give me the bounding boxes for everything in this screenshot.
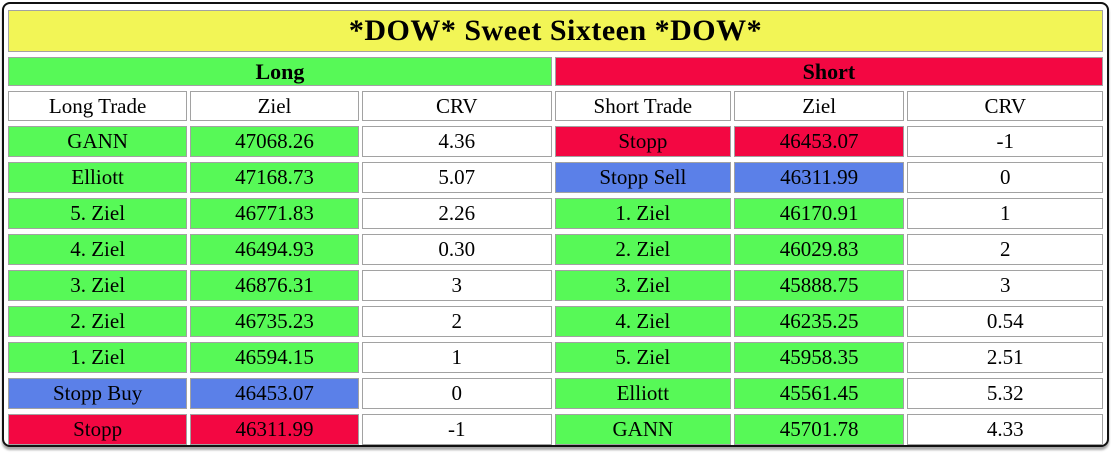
short-ziel-cell: 46453.07 bbox=[733, 126, 905, 157]
short-trade-cell: 2. Ziel bbox=[554, 234, 731, 265]
long-crv-cell: 2.26 bbox=[361, 198, 552, 229]
col-header-short-crv: CRV bbox=[907, 91, 1103, 121]
long-ziel-cell: 46735.23 bbox=[190, 306, 359, 337]
long-ziel-cell: 46494.93 bbox=[190, 234, 359, 265]
short-crv-cell: -1 bbox=[907, 126, 1103, 157]
table-row: 5. Ziel 46771.83 2.26 1. Ziel 46170.91 1 bbox=[8, 198, 1103, 229]
short-ziel-cell: 46235.25 bbox=[733, 306, 905, 337]
long-ziel-cell: 46771.83 bbox=[190, 198, 359, 229]
short-crv-cell: 1 bbox=[907, 198, 1103, 229]
long-trade-cell: Stopp bbox=[8, 414, 188, 445]
short-trade-cell: 3. Ziel bbox=[554, 270, 731, 301]
col-header-long-crv: CRV bbox=[361, 91, 552, 121]
short-ziel-cell: 46170.91 bbox=[733, 198, 905, 229]
long-ziel-cell: 47168.73 bbox=[190, 162, 359, 193]
short-trade-cell: 1. Ziel bbox=[554, 198, 731, 229]
dow-table-frame: *DOW* Sweet Sixteen *DOW* Long Short Lon… bbox=[2, 2, 1109, 447]
short-crv-cell: 5.32 bbox=[907, 378, 1103, 409]
long-crv-cell: 3 bbox=[361, 270, 552, 301]
long-crv-cell: 5.07 bbox=[361, 162, 552, 193]
short-trade-cell: 4. Ziel bbox=[554, 306, 731, 337]
long-trade-cell: Stopp Buy bbox=[8, 378, 188, 409]
table-row: 1. Ziel 46594.15 1 5. Ziel 45958.35 2.51 bbox=[8, 342, 1103, 373]
long-crv-cell: 0.30 bbox=[361, 234, 552, 265]
short-crv-cell: 4.33 bbox=[907, 414, 1103, 445]
short-trade-cell: Elliott bbox=[554, 378, 731, 409]
long-trade-cell: 3. Ziel bbox=[8, 270, 188, 301]
long-section-header: Long bbox=[8, 57, 552, 86]
table-row: 4. Ziel 46494.93 0.30 2. Ziel 46029.83 2 bbox=[8, 234, 1103, 265]
table-row: 2. Ziel 46735.23 2 4. Ziel 46235.25 0.54 bbox=[8, 306, 1103, 337]
table-row: GANN 47068.26 4.36 Stopp 46453.07 -1 bbox=[8, 126, 1103, 157]
short-trade-cell: Stopp bbox=[554, 126, 731, 157]
long-ziel-cell: 46876.31 bbox=[190, 270, 359, 301]
long-crv-cell: 2 bbox=[361, 306, 552, 337]
table-row: 3. Ziel 46876.31 3 3. Ziel 45888.75 3 bbox=[8, 270, 1103, 301]
title-row: *DOW* Sweet Sixteen *DOW* bbox=[8, 10, 1103, 52]
long-ziel-cell: 47068.26 bbox=[190, 126, 359, 157]
short-trade-cell: 5. Ziel bbox=[554, 342, 731, 373]
short-crv-cell: 2.51 bbox=[907, 342, 1103, 373]
short-ziel-cell: 46029.83 bbox=[733, 234, 905, 265]
short-section-header: Short bbox=[554, 57, 1103, 86]
long-ziel-cell: 46453.07 bbox=[190, 378, 359, 409]
short-ziel-cell: 45958.35 bbox=[733, 342, 905, 373]
col-header-long-ziel: Ziel bbox=[190, 91, 359, 121]
short-crv-cell: 0.54 bbox=[907, 306, 1103, 337]
long-crv-cell: 1 bbox=[361, 342, 552, 373]
column-header-row: Long Trade Ziel CRV Short Trade Ziel CRV bbox=[8, 91, 1103, 121]
short-ziel-cell: 45561.45 bbox=[733, 378, 905, 409]
short-crv-cell: 3 bbox=[907, 270, 1103, 301]
long-crv-cell: 0 bbox=[361, 378, 552, 409]
short-trade-cell: Stopp Sell bbox=[554, 162, 731, 193]
col-header-long-trade: Long Trade bbox=[8, 91, 188, 121]
long-crv-cell: 4.36 bbox=[361, 126, 552, 157]
long-crv-cell: -1 bbox=[361, 414, 552, 445]
short-ziel-cell: 46311.99 bbox=[733, 162, 905, 193]
short-crv-cell: 0 bbox=[907, 162, 1103, 193]
col-header-short-trade: Short Trade bbox=[554, 91, 731, 121]
long-ziel-cell: 46311.99 bbox=[190, 414, 359, 445]
table-row: Stopp 46311.99 -1 GANN 45701.78 4.33 bbox=[8, 414, 1103, 445]
short-trade-cell: GANN bbox=[554, 414, 731, 445]
table-row: Stopp Buy 46453.07 0 Elliott 45561.45 5.32 bbox=[8, 378, 1103, 409]
long-trade-cell: 1. Ziel bbox=[8, 342, 188, 373]
short-ziel-cell: 45888.75 bbox=[733, 270, 905, 301]
long-trade-cell: GANN bbox=[8, 126, 188, 157]
section-band-row: Long Short bbox=[8, 57, 1103, 86]
short-crv-cell: 2 bbox=[907, 234, 1103, 265]
col-header-short-ziel: Ziel bbox=[733, 91, 905, 121]
table-body: GANN 47068.26 4.36 Stopp 46453.07 -1 Elliott 47… bbox=[8, 126, 1103, 445]
long-trade-cell: 2. Ziel bbox=[8, 306, 188, 337]
long-ziel-cell: 46594.15 bbox=[190, 342, 359, 373]
long-trade-cell: 5. Ziel bbox=[8, 198, 188, 229]
table-row: Elliott 47168.73 5.07 Stopp Sell 46311.99 0 bbox=[8, 162, 1103, 193]
sweet-sixteen-table: *DOW* Sweet Sixteen *DOW* Long Short Lon… bbox=[5, 5, 1106, 445]
short-ziel-cell: 45701.78 bbox=[733, 414, 905, 445]
long-trade-cell: Elliott bbox=[8, 162, 188, 193]
long-trade-cell: 4. Ziel bbox=[8, 234, 188, 265]
page-title: *DOW* Sweet Sixteen *DOW* bbox=[8, 10, 1103, 52]
